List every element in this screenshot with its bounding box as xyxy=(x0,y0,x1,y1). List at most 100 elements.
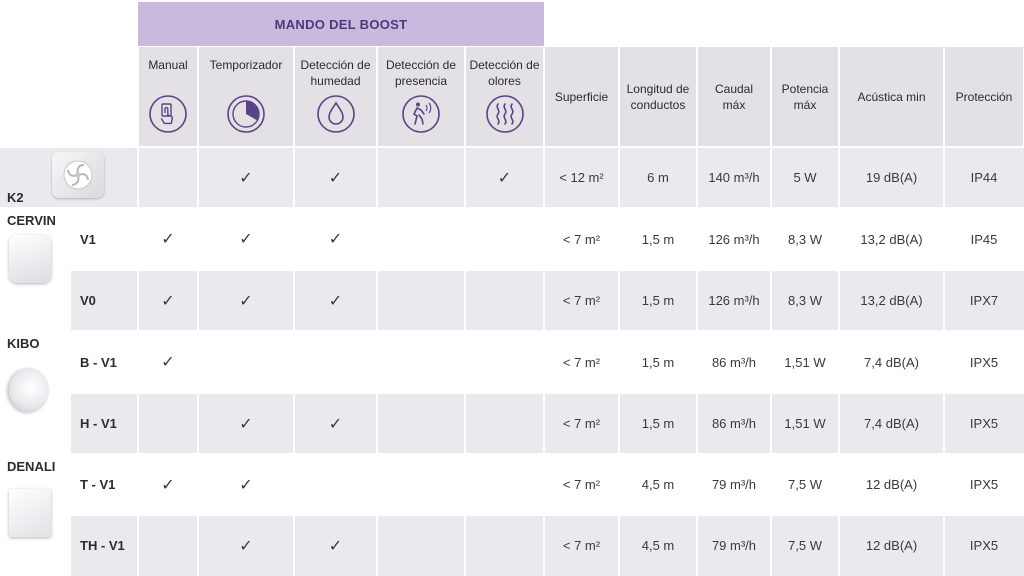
empty-cell xyxy=(465,270,544,331)
spec-proteccion: IPX5 xyxy=(969,416,999,431)
spec-column-header-3: Caudal máx xyxy=(698,47,770,146)
spec-longitud: 1,5 m xyxy=(641,416,675,431)
spec-potencia: 8,3 W xyxy=(788,231,822,247)
check-mark: ✓ xyxy=(328,537,343,555)
column-divider xyxy=(376,331,378,393)
spec-caudal: 86 m³/h xyxy=(711,354,757,370)
spec-potencia: 7,5 W xyxy=(788,477,822,492)
spec-column-label: Protección xyxy=(955,89,1013,104)
column-divider xyxy=(696,331,698,393)
spec-longitud: 4,5 m xyxy=(641,477,675,492)
column-divider xyxy=(464,208,466,270)
column-divider xyxy=(197,147,199,208)
column-divider xyxy=(696,270,698,331)
spec-column-header-1: Superficie xyxy=(545,47,618,146)
spec-longitud: 1,5 m xyxy=(641,293,675,308)
column-divider xyxy=(696,393,698,454)
spec-caudal: 126 m³/h xyxy=(708,293,760,308)
empty-cell xyxy=(138,393,198,454)
spec-superficie: < 7 m² xyxy=(562,231,601,247)
table-row xyxy=(70,454,1024,515)
row-divider xyxy=(0,453,1024,455)
row-divider xyxy=(0,392,1024,394)
empty-cell xyxy=(465,331,544,393)
check-mark: ✓ xyxy=(161,292,175,310)
empty-cell xyxy=(198,331,294,393)
spec-caudal: 126 m³/h xyxy=(708,231,760,247)
column-divider xyxy=(464,515,466,576)
boost-column-header-1: Manual xyxy=(139,47,197,146)
column-divider xyxy=(943,331,945,393)
boost-column-header-2: Temporizador xyxy=(199,47,293,146)
column-divider xyxy=(464,331,466,393)
row-divider xyxy=(0,330,1024,332)
spec-acustica: 12 dB(A) xyxy=(865,538,918,553)
spec-superficie: < 7 m² xyxy=(562,477,601,492)
boost-column-label: Temporizador xyxy=(209,58,283,72)
droplet-icon xyxy=(316,94,356,134)
column-divider xyxy=(543,454,545,515)
variant-label: V0 xyxy=(80,293,96,308)
column-divider xyxy=(69,331,71,393)
empty-cell xyxy=(377,515,465,576)
column-divider xyxy=(943,208,945,270)
brand-name: K2 xyxy=(7,190,24,205)
column-divider xyxy=(197,331,199,393)
presence-icon xyxy=(401,94,441,134)
column-divider xyxy=(696,208,698,270)
empty-cell xyxy=(294,331,377,393)
column-divider xyxy=(696,454,698,515)
spec-proteccion: IP44 xyxy=(970,170,998,185)
column-divider xyxy=(838,515,840,576)
column-divider xyxy=(943,270,945,331)
column-divider xyxy=(543,393,545,454)
column-divider xyxy=(137,331,139,393)
empty-cell xyxy=(465,208,544,270)
check-mark: ✓ xyxy=(161,231,175,248)
column-divider xyxy=(770,393,772,454)
empty-cell xyxy=(465,393,544,454)
column-divider xyxy=(376,147,378,208)
table-row xyxy=(0,147,1024,208)
empty-cell xyxy=(377,270,465,331)
empty-cell xyxy=(377,147,465,208)
column-divider xyxy=(618,147,620,208)
table-row xyxy=(70,331,1024,393)
boost-column-label: Manual xyxy=(148,58,188,72)
spec-potencia: 1,51 W xyxy=(784,354,826,370)
spec-longitud: 4,5 m xyxy=(641,538,675,553)
column-divider xyxy=(293,208,295,270)
check-mark: ✓ xyxy=(239,415,253,433)
spec-superficie: < 7 m² xyxy=(562,416,601,431)
column-divider xyxy=(838,270,840,331)
column-divider xyxy=(376,393,378,454)
check-mark: ✓ xyxy=(239,231,253,248)
column-divider xyxy=(770,147,772,208)
variant-label: TH - V1 xyxy=(80,538,125,553)
column-divider xyxy=(543,147,545,208)
column-divider xyxy=(137,208,139,270)
spec-acustica: 12 dB(A) xyxy=(865,477,918,492)
spec-acustica: 7,4 dB(A) xyxy=(864,354,919,370)
spec-potencia: 8,3 W xyxy=(788,293,822,308)
column-divider xyxy=(137,270,139,331)
boost-column-label: Detección de humedad xyxy=(300,58,371,88)
column-divider xyxy=(376,270,378,331)
empty-cell xyxy=(377,331,465,393)
spec-proteccion: IPX7 xyxy=(969,293,999,308)
variant-label: V1 xyxy=(80,231,96,247)
empty-cell xyxy=(377,454,465,515)
column-divider xyxy=(464,393,466,454)
spec-acustica: 19 dB(A) xyxy=(865,170,918,185)
check-mark: ✓ xyxy=(239,476,253,494)
column-divider xyxy=(197,454,199,515)
table-row xyxy=(70,393,1024,454)
timer-icon xyxy=(226,94,266,134)
boost-column-label: Detección de olores xyxy=(469,58,540,88)
column-divider xyxy=(197,270,199,331)
column-divider xyxy=(69,515,71,576)
spec-potencia: 7,5 W xyxy=(788,538,822,553)
boost-column-header-4: Detección de presencia xyxy=(378,47,464,146)
cervin-fan-image xyxy=(9,235,51,283)
row-divider xyxy=(0,514,1024,516)
